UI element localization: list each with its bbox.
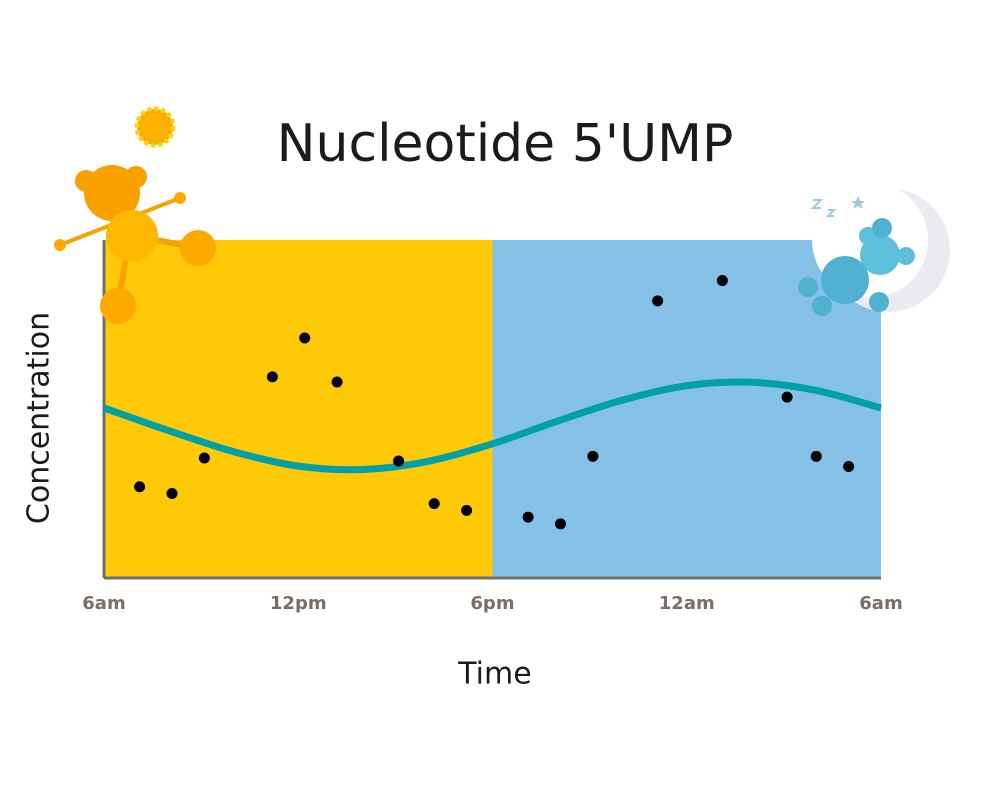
data-point [331,376,343,388]
data-point [716,275,728,287]
data-point [266,371,278,383]
data-point [198,452,210,464]
data-point [843,460,855,472]
data-point [299,332,311,344]
sun-bear-decoration [54,106,216,324]
chart-title: Nucleotide 5'UMP [277,114,734,174]
data-point [522,511,534,523]
data-point [461,504,473,516]
x-tick-label: 6am [82,593,125,614]
data-point [166,488,178,499]
data-point [393,455,405,467]
x-tick-label: 6pm [470,593,514,614]
data-point [554,518,566,530]
data-point [810,450,822,462]
x-tick-label: 6am [859,593,902,614]
data-point [428,498,440,510]
background-band [104,240,493,578]
moon-bear-decoration [798,182,950,316]
data-point [652,295,664,307]
background-band [492,240,881,578]
plot-area: 6am 12pm 6pm 12am 6am [82,240,903,614]
y-axis-label: Concentration [22,312,57,524]
x-axis-label: Time [457,657,531,692]
data-point [781,391,793,403]
x-tick-label: 12am [659,593,715,614]
fit-curve [102,378,882,474]
data-point [587,450,599,462]
x-tick-label: 12pm [270,593,327,614]
data-point [134,481,146,493]
